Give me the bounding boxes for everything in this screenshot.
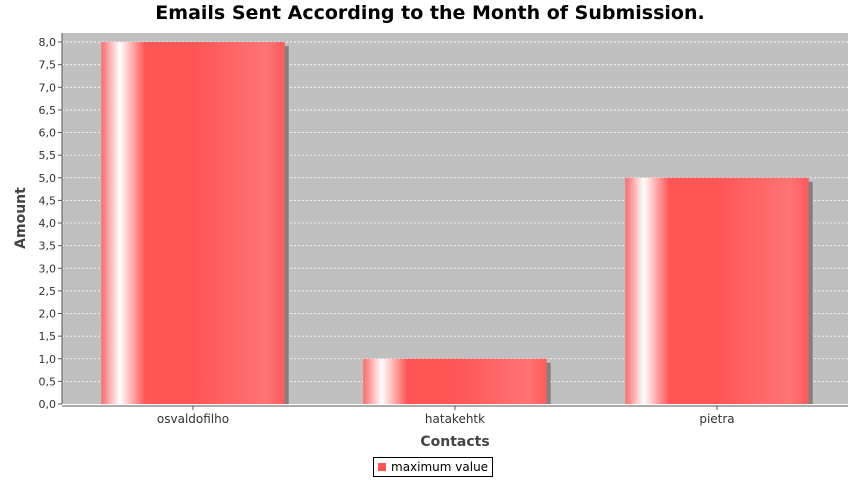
y-tick-label: 8,0 (39, 36, 57, 49)
y-tick-label: 3,5 (39, 240, 57, 253)
y-tick-label: 0,5 (39, 375, 57, 388)
y-tick-label: 2,5 (39, 285, 57, 298)
y-tick-label: 0,0 (39, 398, 57, 411)
bar (101, 42, 285, 405)
bar (625, 177, 809, 404)
x-axis-title: Contacts (420, 434, 489, 450)
y-axis-ticks: 0,0 0,5 1,0 1,5 2,0 2,5 3,0 3,5 4,0 4,5 5,0 5,5 6,0 6… (39, 36, 62, 411)
y-tick-label: 5,0 (39, 172, 57, 185)
y-tick-label: 3,0 (39, 262, 57, 275)
x-axis-ticks: osvaldofilho hatakehtk pietra (157, 406, 735, 426)
legend-swatch (378, 463, 386, 471)
y-tick-label: 4,0 (39, 217, 57, 230)
y-tick-label: 7,0 (39, 81, 57, 94)
legend: maximum value (373, 457, 494, 477)
legend-label: maximum value (391, 460, 489, 474)
y-tick-label: 2,0 (39, 308, 57, 321)
y-tick-label: 6,0 (39, 127, 57, 140)
y-tick-label: 4,5 (39, 194, 57, 207)
bars (101, 42, 813, 405)
y-tick-label: 6,5 (39, 104, 57, 117)
x-tick-label: osvaldofilho (157, 412, 229, 426)
bar (363, 358, 547, 404)
y-tick-label: 1,0 (39, 353, 57, 366)
x-tick-label: hatakehtk (425, 412, 485, 426)
y-tick-label: 7,5 (39, 59, 57, 72)
y-tick-label: 1,5 (39, 330, 57, 343)
chart-title: Emails Sent According to the Month of Su… (155, 2, 705, 24)
y-axis-title: Amount (13, 187, 29, 249)
x-tick-label: pietra (699, 412, 734, 426)
y-tick-label: 5,5 (39, 149, 57, 162)
